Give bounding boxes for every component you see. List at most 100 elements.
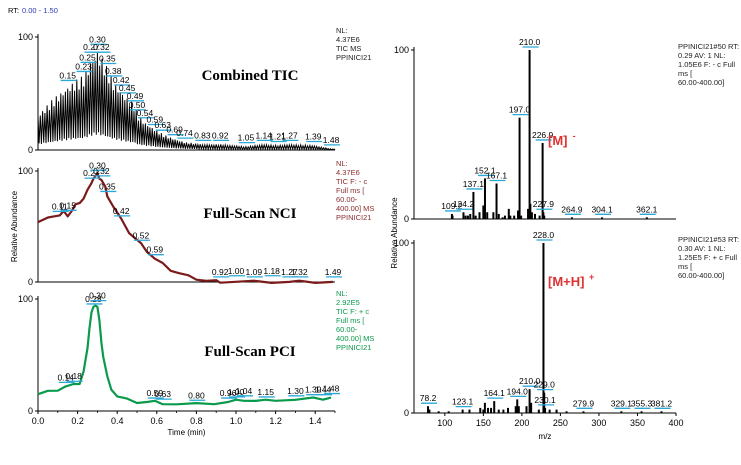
y-tick-label: 0 [404,408,409,418]
peak-label: 229.0 [534,380,556,390]
peak-label: 0.50 [129,100,146,110]
peak-label: 279.9 [573,398,595,408]
peak-label: 1.32 [291,267,308,277]
peak-label: 1.09 [246,267,263,277]
peak-label: 0.59 [147,245,164,255]
x-tick-label: 0.4 [111,416,124,426]
rt-value: 0.00 - 1.50 [22,6,58,15]
x-tick-label: 300 [591,418,606,428]
peak-label: 304.1 [591,204,613,214]
panel-note-line: Full ms [ [336,316,365,325]
peak-label: 0.32 [93,42,110,52]
peak-label: 0.32 [93,166,110,176]
peak-label: 109.2 [441,201,463,211]
ion-label: [M] [548,133,568,148]
peak-label: 362.1 [636,204,658,214]
peak-label: 0.15 [59,200,76,210]
peak-label: 0.52 [133,230,150,240]
y-axis-label: Relative Abundance [10,190,19,262]
peak-label: 1.48 [323,384,340,394]
peak-label: 0.74 [176,128,193,138]
panel-note-line: NL: [336,26,348,35]
peak-label: 0.59 [147,115,164,125]
peak-label: 0.18 [65,371,82,381]
panel-note-line: NL: [336,159,348,168]
y-tick-label: 100 [18,166,33,176]
peak-label: 1.27 [281,130,298,140]
ion-charge-superscript: - [573,131,576,141]
peak-label: 0.45 [119,83,136,93]
panel-note-line: 60.00- [336,195,358,204]
peak-label: 0.30 [89,160,106,170]
peak-label: 0.14 [57,372,74,382]
x-axis-label: m/z [539,432,552,441]
peak-label: 0.49 [127,91,144,101]
panel-note-line: PPINICI21 [336,213,371,222]
y-axis-label: Relative Abundance [390,197,399,269]
peak-label: 152.1 [474,165,496,175]
panel-note-line: Full ms [ [336,186,365,195]
panel-note-line: 2.92E5 [336,298,360,307]
peak-label: 78.2 [420,393,437,403]
peak-label: 227.9 [533,199,555,209]
peak-label: 123.1 [452,397,474,407]
peak-label: 0.83 [194,130,211,140]
peak-label: 1.21 [269,131,286,141]
x-tick-label: 1.0 [230,416,243,426]
panel-note-line: TIC F: - c [336,177,367,186]
peak-label: 210.0 [519,376,541,386]
peak-label: 0.35 [99,54,116,64]
y-tick-label: 100 [394,45,409,55]
panel-note-line: 0.29 AV: 1 NL: [678,51,726,60]
peak-label: 355.3 [631,398,653,408]
panel-title: Combined TIC [202,68,299,84]
peak-label: 0.42 [113,75,130,85]
rt-prefix: RT: [8,6,19,15]
peak-label: 0.38 [105,66,122,76]
peak-label: 0.92 [212,267,229,277]
panel-combined-tic: 0 100 0.150.230.250.270.300.32 0.35 0.380.42… [18,26,371,155]
y-tick-label: 0 [28,277,33,287]
x-tick-label: 0.2 [71,416,84,426]
y-tick-label: 0 [404,214,409,224]
peak-label: 1.30 [287,386,304,396]
peak-label: 194.0 [507,386,529,396]
peak-label: 0.80 [188,390,205,400]
peak-label: 0.35 [99,181,116,191]
panel-note-line: 400.00] MS [336,204,374,213]
peak-label: 1.49 [325,267,342,277]
peak-label: 210.0 [519,37,541,47]
peak-label: 197.0 [509,105,531,115]
peak-label: 0.23 [75,61,92,71]
x-tick-label: 1.4 [309,416,322,426]
peak-label: 226.9 [532,130,554,140]
y-tick-label: 0 [28,406,33,416]
x-tick-label: 0.0 [32,416,45,426]
x-tick-label: 100 [437,418,452,428]
peak-label: 1.27 [281,267,298,277]
x-tick-label: 350 [630,418,645,428]
peak-label: 164.1 [484,388,506,398]
rt-range-header: RT: 0.00 - 1.50 [8,6,58,15]
peak-label: 0.15 [59,70,76,80]
peak-label: 1.00 [228,387,245,397]
panel-note-line: 4.37E6 [336,168,360,177]
peak-label: 1.05 [238,133,255,143]
peak-label: 0.11 [52,201,68,211]
panel-note-line: 60.00-400.00] [678,271,724,280]
panel-note-line: PPINICI21#53 RT: [678,235,739,244]
x-tick-label: 150 [476,418,491,428]
panel-title: Full-Scan PCI [204,344,295,360]
chromatogram-trace [37,172,334,284]
peak-label: 0.54 [137,108,154,118]
peak-label: 0.42 [113,206,130,216]
panel-note-line: TIC MS [336,44,361,53]
x-axis-label: Time (min) [168,428,206,437]
peak-label: 0.27 [83,168,100,178]
peak-label: 1.39 [305,131,322,141]
peak-label: 0.30 [89,34,106,44]
panel-note-line: ms [ [678,262,693,271]
